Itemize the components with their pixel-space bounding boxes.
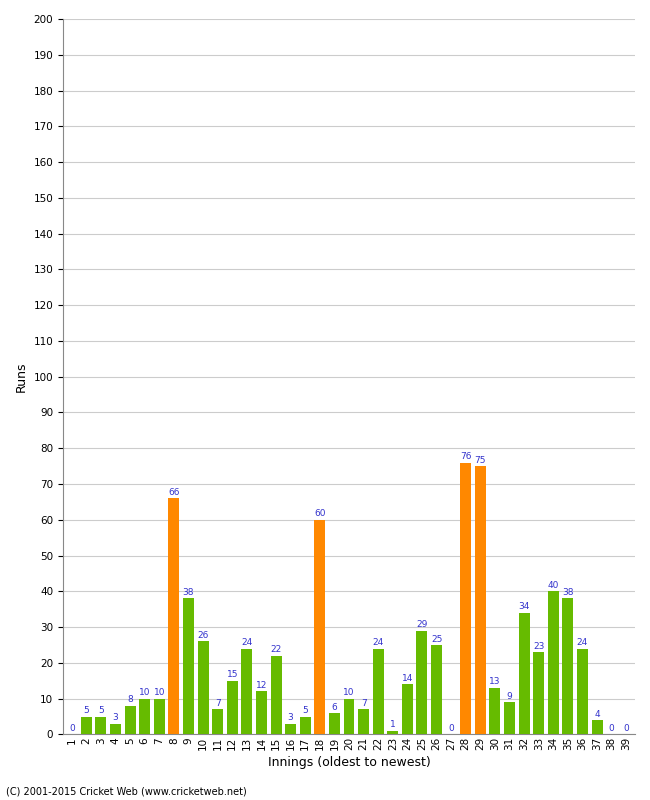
Bar (460, 462, 471, 734)
Text: 66: 66 (168, 488, 179, 497)
Text: 14: 14 (402, 674, 413, 683)
Text: 76: 76 (460, 452, 471, 461)
Text: (C) 2001-2015 Cricket Web (www.cricketweb.net): (C) 2001-2015 Cricket Web (www.cricketwe… (6, 786, 247, 796)
Bar (372, 649, 384, 734)
Bar (577, 649, 588, 734)
Text: 12: 12 (256, 681, 267, 690)
Bar (198, 642, 209, 734)
X-axis label: Innings (oldest to newest): Innings (oldest to newest) (268, 756, 430, 769)
Bar (183, 598, 194, 734)
Bar (562, 598, 573, 734)
Text: 25: 25 (431, 634, 442, 643)
Text: 24: 24 (241, 638, 252, 647)
Bar (212, 710, 223, 734)
Text: 22: 22 (270, 646, 281, 654)
Bar (431, 645, 442, 734)
Y-axis label: Runs: Runs (15, 362, 28, 392)
Bar (154, 698, 165, 734)
Text: 0: 0 (448, 724, 454, 733)
Text: 3: 3 (112, 714, 118, 722)
Text: 10: 10 (343, 688, 355, 698)
Text: 24: 24 (577, 638, 588, 647)
Bar (110, 724, 121, 734)
Bar (96, 717, 107, 734)
Text: 38: 38 (183, 588, 194, 597)
Bar (81, 717, 92, 734)
Bar (300, 717, 311, 734)
Bar (402, 684, 413, 734)
Text: 5: 5 (302, 706, 308, 715)
Text: 0: 0 (609, 724, 614, 733)
Bar (504, 702, 515, 734)
Bar (548, 591, 559, 734)
Bar (358, 710, 369, 734)
Text: 9: 9 (506, 692, 512, 701)
Text: 4: 4 (594, 710, 600, 718)
Text: 8: 8 (127, 695, 133, 704)
Bar (227, 681, 238, 734)
Bar (125, 706, 136, 734)
Text: 0: 0 (623, 724, 629, 733)
Bar (241, 649, 252, 734)
Text: 10: 10 (153, 688, 165, 698)
Text: 6: 6 (332, 702, 337, 711)
Text: 23: 23 (533, 642, 545, 650)
Text: 3: 3 (288, 714, 294, 722)
Bar (329, 713, 340, 734)
Text: 5: 5 (83, 706, 89, 715)
Bar (533, 652, 544, 734)
Bar (592, 720, 603, 734)
Bar (475, 466, 486, 734)
Bar (387, 731, 398, 734)
Text: 26: 26 (198, 631, 209, 640)
Bar (270, 656, 281, 734)
Text: 5: 5 (98, 706, 104, 715)
Text: 0: 0 (69, 724, 75, 733)
Text: 34: 34 (519, 602, 530, 611)
Text: 60: 60 (314, 510, 326, 518)
Text: 24: 24 (372, 638, 384, 647)
Bar (285, 724, 296, 734)
Bar (256, 691, 267, 734)
Bar (489, 688, 500, 734)
Text: 1: 1 (390, 721, 396, 730)
Bar (315, 520, 325, 734)
Text: 7: 7 (214, 699, 220, 708)
Text: 29: 29 (416, 620, 428, 630)
Bar (168, 498, 179, 734)
Text: 40: 40 (547, 581, 559, 590)
Text: 38: 38 (562, 588, 574, 597)
Bar (519, 613, 530, 734)
Text: 7: 7 (361, 699, 367, 708)
Text: 75: 75 (474, 456, 486, 465)
Bar (139, 698, 150, 734)
Text: 15: 15 (227, 670, 238, 679)
Bar (344, 698, 354, 734)
Text: 13: 13 (489, 678, 500, 686)
Text: 10: 10 (139, 688, 151, 698)
Bar (417, 630, 428, 734)
